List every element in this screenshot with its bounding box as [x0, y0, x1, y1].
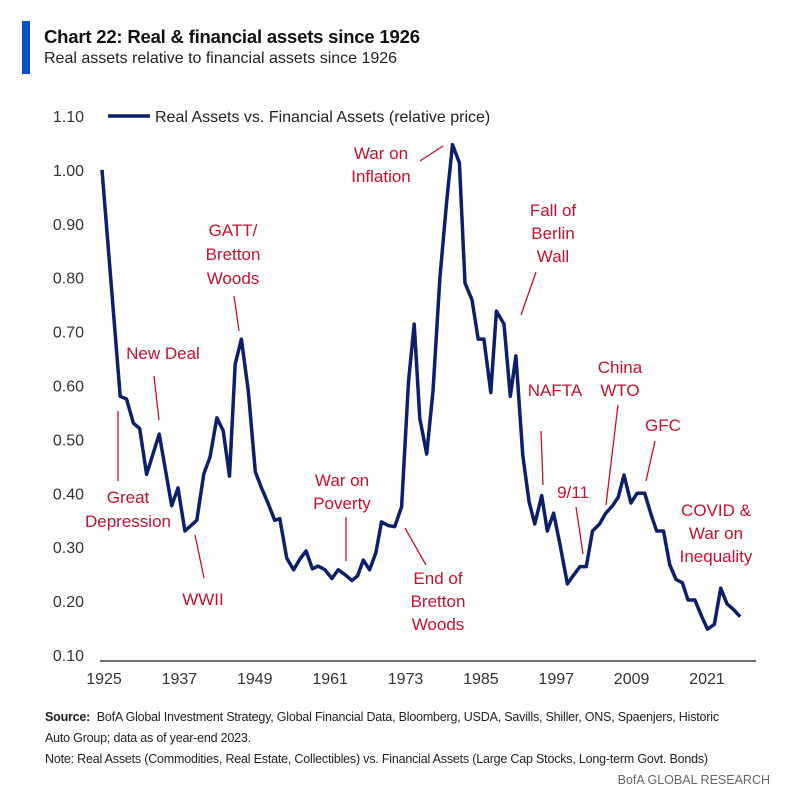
x-tick-label: 1937: [162, 671, 198, 688]
annotation-leader-china-wto: [605, 404, 619, 506]
annotation-war-on-inflation: War on: [354, 144, 408, 163]
annotation-9-11: 9/11: [557, 483, 589, 502]
y-tick-label: 0.70: [53, 325, 84, 342]
annotation-end-of-bretton-woods: Woods: [412, 615, 465, 634]
annotation-covid-war-on-inequality: Inequality: [680, 547, 753, 566]
x-tick-label: 2009: [614, 671, 650, 688]
source-label: Source:: [45, 710, 91, 724]
annotation-war-on-poverty: War on: [315, 471, 369, 490]
annotation-great-depression: Depression: [85, 512, 171, 531]
annotation-wwii: WWII: [182, 590, 224, 609]
x-tick-label: 1925: [86, 671, 122, 688]
y-tick-label: 1.00: [53, 163, 84, 180]
title-accent-bar: [22, 21, 30, 74]
annotation-leader-fall-of-berlin-wall: [520, 271, 537, 316]
y-tick-label: 0.10: [53, 648, 84, 665]
annotation-china-wto: WTO: [600, 381, 639, 400]
annotation-gfc: GFC: [645, 416, 681, 435]
annotation-gatt-bretton-woods: Bretton: [206, 245, 261, 264]
x-tick-label: 1961: [312, 671, 348, 688]
series-line-real-vs-financial: [100, 142, 742, 631]
annotation-fall-of-berlin-wall: Wall: [537, 247, 569, 266]
y-tick-label: 0.30: [53, 540, 84, 557]
annotation-leader-new-deal: [153, 375, 160, 421]
x-tick-label: 1949: [237, 671, 273, 688]
footnote: Note: Real Assets (Commodities, Real Est…: [45, 752, 708, 766]
x-tick-label: 2021: [689, 671, 725, 688]
annotation-leader-war-on-inflation: [419, 145, 444, 162]
y-tick-label: 0.80: [53, 271, 84, 288]
annotation-covid-war-on-inequality: War on: [689, 524, 743, 543]
y-tick-label: 1.10: [53, 109, 84, 126]
annotation-end-of-bretton-woods: End of: [413, 569, 462, 588]
annotation-end-of-bretton-woods: Bretton: [411, 592, 466, 611]
annotation-war-on-inflation: Inflation: [351, 167, 411, 186]
annotation-leader-nafta: [540, 430, 544, 486]
x-tick-label: 1973: [388, 671, 424, 688]
x-tick-label: 1985: [463, 671, 499, 688]
source-text: BofA Global Investment Strategy, Global …: [96, 710, 719, 724]
annotation-covid-war-on-inequality: COVID &: [681, 501, 752, 520]
annotation-nafta: NAFTA: [528, 381, 583, 400]
y-tick-label: 0.60: [53, 379, 84, 396]
annotation-leader-9-11: [575, 506, 584, 555]
annotation-leader-wwii: [194, 534, 205, 579]
y-tick-label: 0.90: [53, 217, 84, 234]
annotation-new-deal: New Deal: [126, 344, 200, 363]
y-tick-label: 0.50: [53, 432, 84, 449]
annotation-gatt-bretton-woods: Woods: [207, 269, 260, 288]
annotation-leader-end-of-bretton-woods: [404, 527, 427, 566]
legend-label: Real Assets vs. Financial Assets (relati…: [155, 109, 490, 126]
annotation-fall-of-berlin-wall: Fall of: [530, 201, 577, 220]
source-note: Source: BofA Global Investment Strategy,…: [45, 710, 719, 724]
x-tick-label: 1997: [538, 671, 574, 688]
annotation-leader-gatt-bretton-woods: [233, 295, 240, 332]
annotation-leader-gfc: [645, 440, 656, 482]
chart-title: Chart 22: Real & financial assets since …: [44, 26, 420, 47]
y-tick-label: 0.20: [53, 594, 84, 611]
annotation-fall-of-berlin-wall: Berlin: [531, 224, 574, 243]
source-text-continued: Auto Group; data as of year-end 2023.: [45, 731, 251, 745]
chart-subtitle: Real assets relative to financial assets…: [44, 50, 398, 67]
brand-credit: BofA GLOBAL RESEARCH: [617, 773, 770, 787]
y-tick-label: 0.40: [53, 486, 84, 503]
annotation-great-depression: Great: [107, 488, 150, 507]
annotation-gatt-bretton-woods: GATT/: [209, 221, 258, 240]
annotation-war-on-poverty: Poverty: [313, 494, 371, 513]
annotation-china-wto: China: [598, 358, 643, 377]
